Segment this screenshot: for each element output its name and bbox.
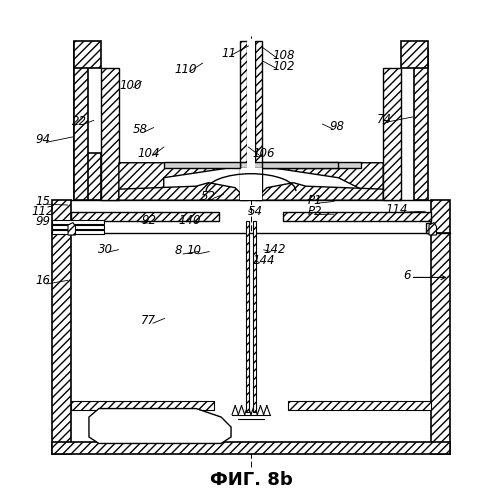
Polygon shape [52, 220, 104, 224]
Polygon shape [89, 408, 230, 444]
Polygon shape [74, 40, 101, 200]
Polygon shape [119, 182, 239, 200]
Polygon shape [413, 50, 427, 200]
Polygon shape [288, 400, 431, 409]
Text: 52: 52 [201, 190, 216, 202]
Text: 112: 112 [31, 204, 54, 218]
Polygon shape [239, 40, 246, 200]
Polygon shape [70, 400, 213, 409]
Polygon shape [246, 40, 255, 200]
Polygon shape [400, 40, 427, 68]
Polygon shape [239, 162, 361, 168]
Text: 54: 54 [247, 204, 262, 218]
Polygon shape [52, 442, 449, 454]
Text: 16: 16 [35, 274, 50, 287]
Text: 102: 102 [272, 60, 294, 73]
Text: 58: 58 [133, 123, 147, 136]
Polygon shape [431, 232, 449, 454]
Text: 114: 114 [385, 202, 407, 215]
Text: 8: 8 [175, 244, 182, 258]
Text: ФИГ. 8b: ФИГ. 8b [209, 472, 292, 490]
Polygon shape [163, 162, 239, 168]
Polygon shape [119, 162, 229, 200]
Text: 99: 99 [35, 214, 50, 228]
Polygon shape [52, 232, 70, 454]
Polygon shape [70, 222, 76, 232]
Text: 74: 74 [376, 113, 391, 126]
Polygon shape [74, 40, 101, 68]
Text: 142: 142 [263, 242, 286, 256]
Text: 77: 77 [141, 314, 156, 328]
Text: 106: 106 [252, 148, 274, 160]
Text: 104: 104 [137, 148, 160, 160]
Text: 108: 108 [272, 49, 294, 62]
Polygon shape [255, 40, 262, 200]
Polygon shape [272, 162, 382, 200]
Polygon shape [425, 222, 431, 232]
Polygon shape [74, 50, 88, 200]
Text: 98: 98 [329, 120, 344, 133]
Polygon shape [382, 68, 400, 200]
Text: 144: 144 [252, 254, 274, 268]
Text: 10: 10 [186, 244, 201, 258]
Text: 6: 6 [402, 270, 409, 282]
Text: 100: 100 [119, 79, 141, 92]
Text: 22: 22 [71, 115, 86, 128]
Polygon shape [52, 224, 104, 228]
Text: 30: 30 [98, 242, 113, 256]
Text: 94: 94 [35, 133, 50, 146]
Text: 11: 11 [220, 46, 235, 60]
Polygon shape [253, 221, 256, 412]
Text: 15: 15 [35, 194, 50, 207]
Polygon shape [239, 168, 262, 200]
Text: P1: P1 [307, 194, 322, 206]
Text: 140: 140 [178, 214, 201, 226]
Polygon shape [431, 200, 449, 232]
Polygon shape [101, 68, 119, 200]
Text: P2: P2 [307, 204, 322, 218]
Polygon shape [283, 212, 431, 221]
Polygon shape [52, 230, 104, 234]
Polygon shape [262, 162, 338, 168]
Polygon shape [52, 200, 70, 232]
Polygon shape [262, 182, 382, 200]
Polygon shape [428, 222, 435, 235]
Polygon shape [70, 232, 431, 442]
Text: 110: 110 [173, 63, 196, 76]
Polygon shape [68, 222, 75, 235]
Polygon shape [245, 221, 248, 412]
Text: 92: 92 [141, 214, 156, 226]
Polygon shape [70, 212, 218, 221]
